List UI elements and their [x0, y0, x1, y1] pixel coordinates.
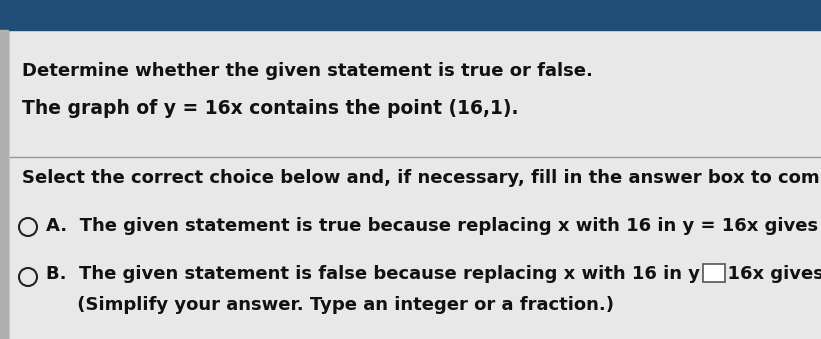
- Text: .: .: [727, 265, 733, 283]
- Bar: [703, 264, 725, 282]
- Text: The graph of y = 16x contains the point (16,1).: The graph of y = 16x contains the point …: [22, 99, 519, 118]
- Text: (Simplify your answer. Type an integer or a fraction.): (Simplify your answer. Type an integer o…: [46, 296, 614, 314]
- Bar: [0, 30, 8, 339]
- Bar: [0, 0, 821, 30]
- Text: A.  The given statement is true because replacing x with 16 in y = 16x gives y =: A. The given statement is true because r…: [46, 217, 821, 235]
- Text: Determine whether the given statement is true or false.: Determine whether the given statement is…: [22, 62, 593, 80]
- Text: Select the correct choice below and, if necessary, fill in the answer box to com: Select the correct choice below and, if …: [22, 169, 821, 187]
- Text: B.  The given statement is false because replacing x with 16 in y = 16x gives y : B. The given statement is false because …: [46, 265, 821, 283]
